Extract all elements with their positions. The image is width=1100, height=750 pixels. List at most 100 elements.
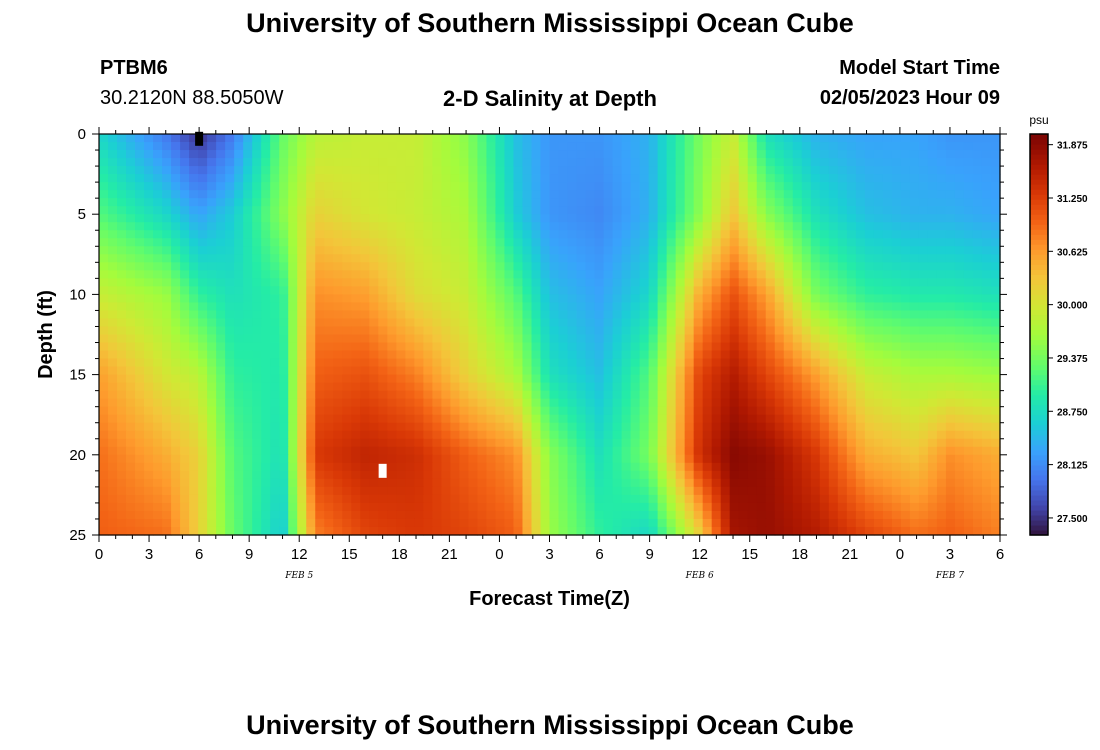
heatmap-cell	[810, 182, 821, 191]
heatmap-cell	[441, 518, 451, 528]
heatmap-cell	[153, 286, 163, 295]
heatmap-cell	[252, 150, 262, 159]
heatmap-cell	[882, 230, 893, 239]
heatmap-cell	[819, 382, 830, 392]
heatmap-cell	[378, 414, 388, 424]
heatmap-cell	[756, 454, 767, 464]
heatmap-cell	[657, 262, 668, 271]
heatmap-cell	[711, 206, 722, 215]
heatmap-cell	[621, 214, 632, 223]
heatmap-cell	[387, 238, 397, 247]
heatmap-cell	[189, 286, 199, 295]
heatmap-cell	[576, 342, 587, 352]
heatmap-cell	[954, 270, 965, 279]
heatmap-cell	[180, 174, 190, 183]
heatmap-cell	[243, 510, 253, 520]
heatmap-cell	[900, 414, 911, 424]
heatmap-cell	[594, 198, 605, 207]
heatmap-cell	[873, 494, 884, 504]
heatmap-cell	[234, 134, 244, 143]
heatmap-cell	[279, 454, 289, 464]
heatmap-cell	[459, 398, 470, 408]
heatmap-cell	[531, 390, 542, 400]
heatmap-cell	[900, 478, 911, 488]
heatmap-cell	[126, 422, 136, 432]
heatmap-cell	[909, 174, 920, 183]
heatmap-cell	[945, 198, 956, 207]
heatmap-cell	[819, 190, 830, 199]
heatmap-cell	[504, 342, 515, 352]
heatmap-cell	[792, 358, 803, 368]
heatmap-cell	[261, 446, 271, 456]
heatmap-cell	[936, 494, 947, 504]
heatmap-cell	[981, 230, 992, 239]
heatmap-cell	[288, 470, 298, 480]
heatmap-cell	[234, 486, 244, 496]
heatmap-cell	[657, 326, 668, 336]
heatmap-cell	[207, 166, 217, 175]
heatmap-cell	[648, 518, 659, 528]
heatmap-cell	[423, 382, 433, 392]
heatmap-cell	[171, 190, 181, 199]
heatmap-cell	[846, 142, 857, 151]
heatmap-cell	[657, 150, 668, 159]
heatmap-cell	[351, 246, 361, 255]
heatmap-cell	[630, 246, 641, 255]
heatmap-cell	[936, 182, 947, 191]
heatmap-cell	[954, 494, 965, 504]
heatmap-cell	[198, 342, 208, 352]
heatmap-cell	[873, 262, 884, 271]
heatmap-cell	[639, 494, 650, 504]
heatmap-cell	[369, 502, 379, 512]
heatmap-cell	[792, 430, 803, 440]
heatmap-cell	[225, 238, 235, 247]
heatmap-cell	[702, 470, 713, 480]
heatmap-cell	[387, 510, 397, 520]
heatmap-cell	[369, 214, 379, 223]
heatmap-cell	[504, 390, 515, 400]
heatmap-cell	[540, 478, 551, 488]
heatmap-cell	[126, 294, 136, 304]
heatmap-cell	[351, 446, 361, 456]
heatmap-cell	[297, 358, 307, 368]
heatmap-cell	[567, 238, 578, 247]
heatmap-cell	[459, 286, 470, 295]
heatmap-cell	[135, 350, 145, 360]
heatmap-cell	[684, 494, 695, 504]
heatmap-cell	[306, 286, 316, 295]
heatmap-cell	[945, 334, 956, 344]
heatmap-cell	[360, 414, 370, 424]
heatmap-cell	[234, 238, 244, 247]
heatmap-cell	[387, 526, 397, 536]
heatmap-cell	[261, 286, 271, 295]
heatmap-cell	[405, 518, 415, 528]
heatmap-cell	[315, 166, 325, 175]
heatmap-cell	[540, 390, 551, 400]
heatmap-cell	[801, 286, 812, 295]
heatmap-cell	[927, 414, 938, 424]
heatmap-cell	[297, 374, 307, 384]
heatmap-cell	[171, 454, 181, 464]
heatmap-cell	[783, 510, 794, 520]
heatmap-cell	[531, 294, 542, 304]
heatmap-cell	[261, 166, 271, 175]
heatmap-cell	[576, 230, 587, 239]
heatmap-cell	[495, 182, 506, 191]
heatmap-cell	[729, 326, 740, 336]
heatmap-cell	[603, 294, 614, 304]
heatmap-cell	[252, 174, 262, 183]
heatmap-cell	[270, 438, 280, 448]
heatmap-cell	[558, 526, 569, 536]
heatmap-cell	[936, 366, 947, 376]
heatmap-cell	[639, 438, 650, 448]
heatmap-cell	[522, 494, 533, 504]
heatmap-cell	[99, 238, 109, 247]
heatmap-cell	[765, 446, 776, 456]
heatmap-cell	[297, 294, 307, 304]
heatmap-cell	[378, 310, 388, 320]
heatmap-cell	[144, 486, 154, 496]
heatmap-cell	[873, 446, 884, 456]
heatmap-cell	[783, 246, 794, 255]
heatmap-cell	[837, 262, 848, 271]
heatmap-cell	[99, 302, 109, 312]
